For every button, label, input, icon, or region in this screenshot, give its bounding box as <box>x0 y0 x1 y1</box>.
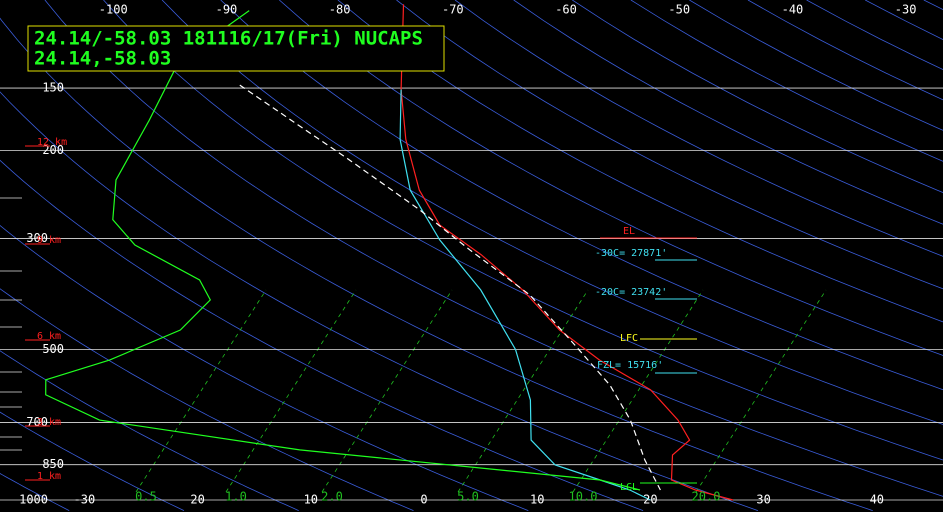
bottom-temp-label: 40 <box>870 493 884 507</box>
top-temp-label: -90 <box>216 3 238 17</box>
height-label: 9 km <box>37 235 61 246</box>
top-temp-label: -50 <box>668 3 690 17</box>
annotation: LFC <box>620 333 638 344</box>
mixing-ratio-label: 0.5 <box>135 490 157 504</box>
dry-adiabat <box>0 473 70 511</box>
mixing-ratio-label: 2.0 <box>321 490 343 504</box>
annotation: FZL= 15716' <box>597 360 663 371</box>
mixing-ratio-label: 20.0 <box>692 490 721 504</box>
dry-adiabat <box>454 0 943 257</box>
height-label: 12 km <box>37 137 67 148</box>
bottom-temp-label: 0 <box>420 493 427 507</box>
mixing-ratio-line <box>225 289 357 493</box>
title-box: 24.14/-58.03 181116/17(Fri) NUCAPS 24.14… <box>27 25 445 72</box>
mixing-ratio-label: 1.0 <box>225 490 247 504</box>
pressure-label: 150 <box>42 81 64 95</box>
dry-adiabat <box>0 91 759 511</box>
profile-line <box>45 10 641 491</box>
mixing-ratio-line <box>572 289 704 493</box>
top-temp-label: -70 <box>442 3 464 17</box>
pressure-label: 500 <box>42 342 64 356</box>
title: 24.14/-58.03 181116/17(Fri) NUCAPS <box>34 28 423 50</box>
mixing-ratio-line <box>695 289 827 493</box>
pressure-grid <box>0 87 943 501</box>
dry-adiabat <box>161 0 943 425</box>
pressure-label: 200 <box>42 143 64 157</box>
pressure-label: 850 <box>42 457 64 471</box>
bottom-temp-label: 10 <box>304 493 318 507</box>
dry-adiabat <box>0 17 873 511</box>
top-temp-label: -80 <box>329 3 351 17</box>
subtitle: 24.14,-58.03 <box>34 48 171 70</box>
dry-adiabat <box>513 0 943 225</box>
dry-adiabat <box>220 0 943 391</box>
top-temp-label: -100 <box>99 3 128 17</box>
annotation: -20C= 23742' <box>595 287 667 298</box>
top-temp-label: -30 <box>895 3 917 17</box>
pressure-label: 1000 <box>19 493 48 507</box>
height-label: 1 km <box>37 471 61 482</box>
mixing-ratio-label: 5.0 <box>457 490 479 504</box>
title-frame <box>27 25 445 72</box>
profile-line <box>400 4 734 501</box>
bottom-temp-label: 20 <box>190 493 204 507</box>
profiles <box>45 4 734 501</box>
dry-adiabat <box>279 0 943 356</box>
mixing-ratio-line <box>321 289 453 493</box>
dry-adiabat <box>44 0 943 497</box>
pressure-label: 300 <box>26 231 48 245</box>
profile-line <box>239 84 661 491</box>
height-label: 6 km <box>37 331 61 342</box>
mixing-ratio-line <box>457 289 589 493</box>
dry-adiabat <box>0 288 414 511</box>
height-label: 3 km <box>37 417 61 428</box>
bottom-temp-label: 20 <box>643 493 657 507</box>
top-temp-label: -40 <box>782 3 804 17</box>
annotation: LCL <box>620 482 638 493</box>
bottom-temp-label: 30 <box>756 493 770 507</box>
dry-adiabat <box>0 411 185 511</box>
bottom-temp-label: 10 <box>530 493 544 507</box>
dry-adiabat <box>337 0 943 323</box>
annotation: -30C= 27871' <box>595 248 667 259</box>
mixing-ratio-line <box>135 289 267 493</box>
bottom-temp-label: -30 <box>74 493 96 507</box>
dry-adiabat <box>396 0 943 290</box>
dry-adiabat <box>103 0 943 461</box>
dry-adiabat <box>0 225 529 511</box>
top-temp-label: -60 <box>555 3 577 17</box>
mixing-ratio-label: 10.0 <box>569 490 598 504</box>
annotation: EL <box>623 226 635 237</box>
